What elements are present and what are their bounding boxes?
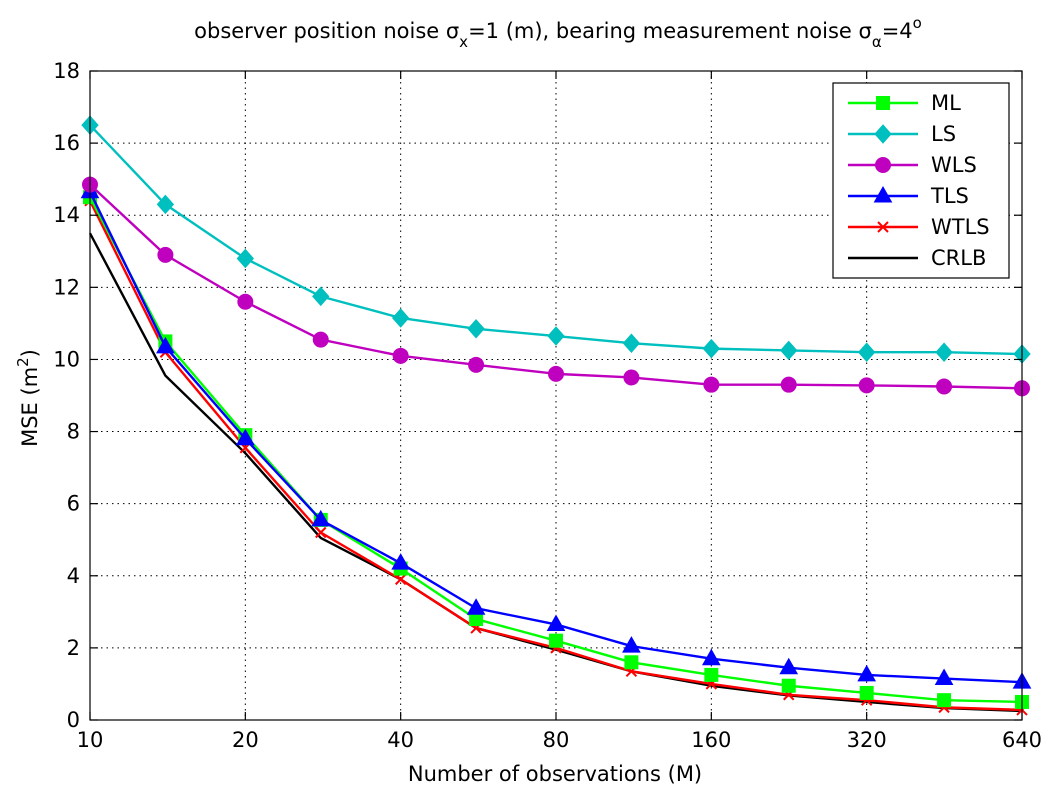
y-tick-label: 4 [67,564,80,588]
y-tick-label: 16 [53,131,80,155]
ticks: 10 20 40 80 160 320 640 0 2 4 6 8 10 12 14 16 18 [53,59,1042,752]
series-tls [80,181,1032,689]
legend-label: LS [931,122,956,146]
data-point-ls [391,308,410,328]
data-point-wls [623,369,640,386]
x-tick-label: 160 [691,728,731,752]
data-point-wls [936,378,953,395]
data-point-wls [237,293,254,310]
data-point-ml [937,693,952,708]
data-point-wtls [394,573,407,586]
legend-entry-ls: LS [848,122,956,146]
legend-marker [875,157,891,173]
data-point-tls [466,598,486,615]
legend-marker [873,185,893,203]
data-point-wtls [315,526,327,539]
x-tick-label: 80 [543,728,570,752]
data-point-ls [547,326,565,346]
legend-marker [874,124,892,144]
legend-label: ML [931,91,961,115]
y-tick-label: 18 [53,59,80,83]
data-point-ml [859,685,874,700]
series-ls [81,115,1031,364]
data-point-ml [549,633,563,648]
data-point-tls [779,657,799,675]
data-point-wls [312,331,329,348]
legend-entry-wls: WLS [848,153,977,177]
data-point-tls [311,509,331,527]
legend-label: WLS [931,153,977,177]
legend-label: CRLB [931,246,986,270]
data-point-tls [391,553,411,570]
y-tick-label: 12 [53,275,80,299]
y-tick-label: 0 [67,708,80,732]
chart-title: observer position noise σx=1 (m), bearin… [194,14,922,51]
data-point-ls [702,338,721,359]
data-point-tls [701,648,721,666]
legend-label: TLS [930,184,969,208]
x-axis-label: Number of observations (M) [408,762,702,786]
data-point-ls [312,286,330,307]
data-point-ls [622,333,641,353]
data-point-ls [467,319,485,339]
data-point-tls [622,636,641,653]
data-point-wls [468,356,485,373]
data-point-wls [703,376,720,393]
data-point-ls [935,342,953,362]
data-point-tls [235,428,255,446]
legend-box [832,82,1010,279]
data-point-wls [157,246,174,263]
data-point-ml [704,667,719,682]
data-point-tls [546,614,566,631]
x-tick-label: 20 [232,728,259,752]
legend-entry-wtls: WTLS [848,215,990,239]
legend-entry-ml: ML [848,91,961,115]
data-point-ml [781,678,796,693]
y-tick-label: 8 [67,420,80,444]
y-tick-label: 6 [67,492,80,516]
legend-entry-crlb: CRLB [848,246,986,270]
legend-entry-tls: TLS [848,184,969,208]
y-tick-label: 2 [67,636,80,660]
legend-marker [877,221,889,233]
data-point-tls [934,668,954,686]
data-point-tls [857,664,877,682]
data-point-ls [156,194,175,215]
data-point-wls [780,376,797,393]
data-point-ls [236,248,255,269]
data-point-wls [548,365,564,382]
legend-label: WTLS [931,215,990,239]
legend: ML LS WLS TLS WTLS CRLB [832,82,1010,279]
data-point-ml [624,655,639,670]
series-line-crlb [88,232,1023,713]
y-tick-label: 14 [53,203,80,227]
legend-marker [876,96,890,110]
data-point-wls [392,347,409,364]
series-crlb [88,232,1023,713]
x-tick-label: 320 [847,728,887,752]
data-point-ls [780,340,798,361]
y-tick-label: 10 [53,347,80,371]
data-point-ls [857,342,876,362]
data-point-wls [858,377,875,394]
data-point-tls [156,336,175,354]
x-tick-label: 640 [1002,728,1042,752]
x-tick-label: 10 [77,728,104,752]
y-axis-label: MSE (m2) [14,349,42,447]
x-tick-label: 40 [387,728,414,752]
